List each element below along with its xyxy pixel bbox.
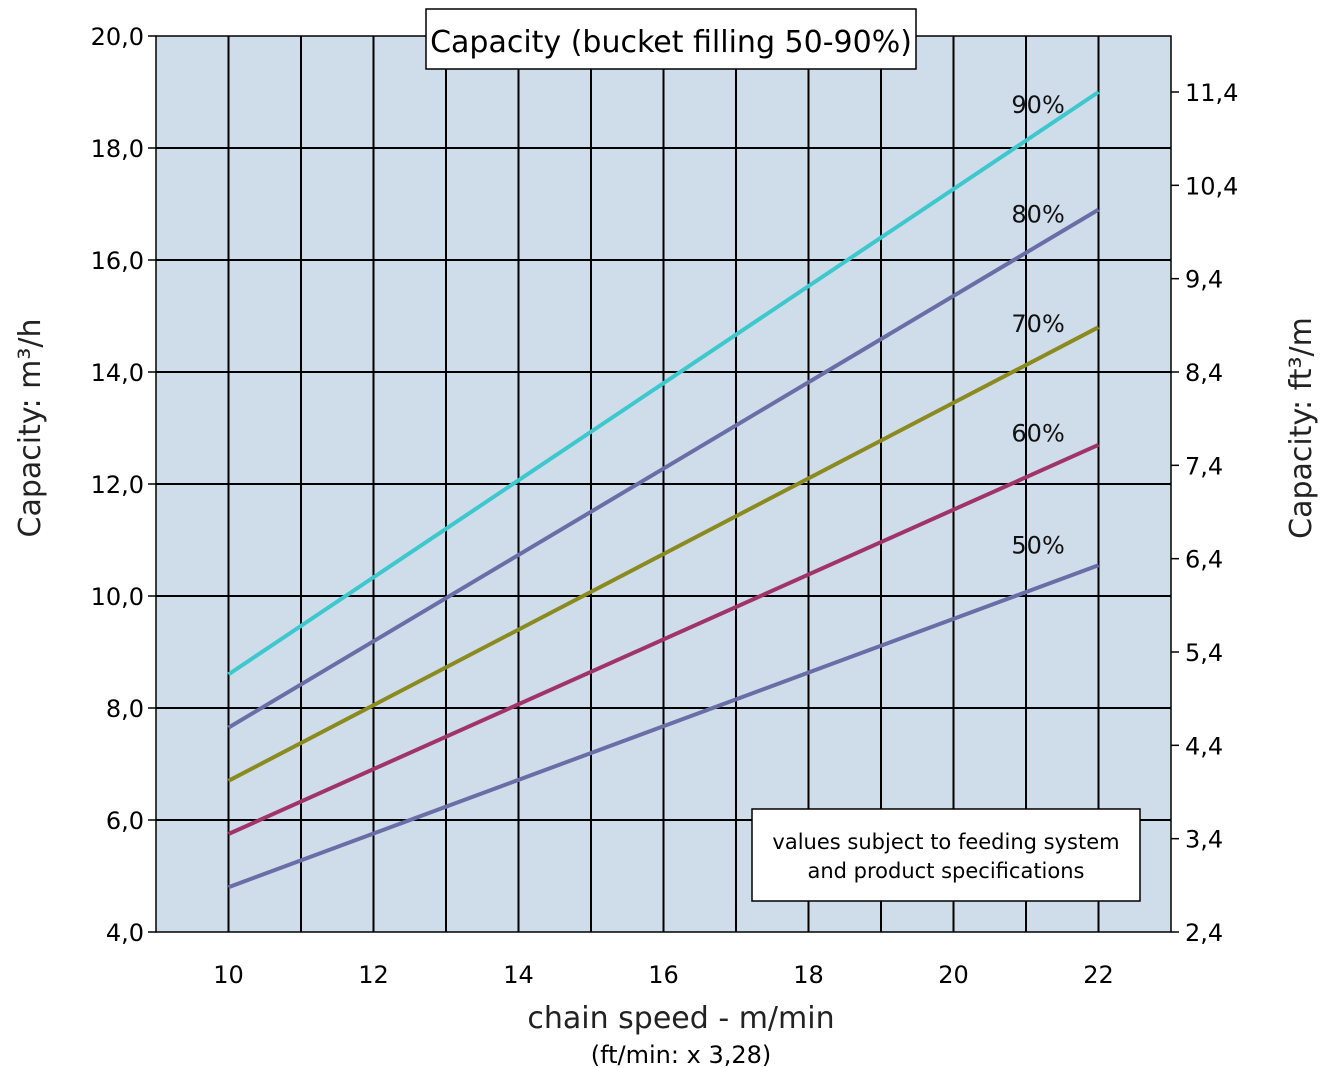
series-line-80pct: [227, 207, 1100, 730]
y-tick-label: 14,0: [91, 359, 144, 387]
y-right-tick-label: 4,4: [1185, 732, 1223, 760]
y-right-tick-label: 3,4: [1185, 826, 1223, 854]
series-labels: 90% 80% 70% 60% 50%: [1011, 91, 1064, 560]
title-box: [425, 8, 917, 70]
y-tick-label: 16,0: [91, 247, 144, 275]
y-tick-label: 18,0: [91, 135, 144, 163]
x-tick-label: 10: [213, 961, 244, 989]
series-label-80pct: 80%: [1011, 200, 1064, 228]
x-tick-label: 16: [648, 961, 679, 989]
y-tick-label: 6,0: [106, 807, 144, 835]
annotation-line-2: and product specifications: [807, 859, 1084, 883]
series-line-70pct: [227, 325, 1100, 783]
y-tick-label: 8,0: [106, 695, 144, 723]
y-tick-label: 10,0: [91, 583, 144, 611]
y-axis-title: Capacity: m³/h: [13, 319, 48, 538]
y-right-tick-label: 6,4: [1185, 546, 1223, 574]
y-right-tick-label: 9,4: [1185, 266, 1223, 294]
y-axis-right-title: Capacity: ft³/m: [1284, 317, 1319, 539]
y-right-tick-label: 11,4: [1185, 79, 1238, 107]
chart-title: Capacity (bucket filling 50-90%): [430, 25, 912, 60]
y-tick-label: 20,0: [91, 23, 144, 51]
x-tick-label: 12: [358, 961, 389, 989]
y-tick-label: 4,0: [106, 919, 144, 947]
y-right-tick-label: 10,4: [1185, 172, 1238, 200]
series-line-90pct: [227, 90, 1100, 677]
y-tick-label: 12,0: [91, 471, 144, 499]
series-label-90pct: 90%: [1011, 91, 1064, 119]
x-tick-label: 20: [938, 961, 969, 989]
series-label-70pct: 70%: [1011, 310, 1064, 338]
x-axis-title: chain speed - m/min: [527, 1001, 834, 1036]
x-tick-label: 18: [793, 961, 824, 989]
x-axis-subtitle: (ft/min: x 3,28): [591, 1041, 772, 1068]
y-right-tick-label: 7,4: [1185, 452, 1223, 480]
grid-lines: [156, 36, 1171, 932]
annotation-box: [751, 808, 1141, 902]
annotation-line-1: values subject to feeding system: [772, 830, 1119, 854]
y-right-tick-label: 2,4: [1185, 919, 1223, 947]
series-line-60pct: [227, 442, 1100, 836]
x-tick-label: 14: [503, 961, 534, 989]
y-right-tick-label: 5,4: [1185, 639, 1223, 667]
series-lines: [227, 90, 1100, 890]
series-line-50pct: [227, 563, 1100, 890]
series-label-50pct: 50%: [1011, 531, 1064, 559]
x-tick-label: 22: [1083, 961, 1114, 989]
y-right-tick-label: 8,4: [1185, 359, 1223, 387]
series-label-60pct: 60%: [1011, 419, 1064, 447]
tick-labels: 4,0 6,0 8,0 10,0 12,0 14,0 16,0 18,0 20,0 2,4 3,4 4…: [91, 23, 1239, 989]
